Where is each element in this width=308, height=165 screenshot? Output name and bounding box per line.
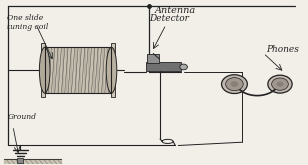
Ellipse shape — [221, 75, 247, 94]
Text: Detector: Detector — [149, 14, 189, 23]
Ellipse shape — [180, 64, 187, 70]
Ellipse shape — [272, 78, 288, 90]
Bar — [45, 47, 111, 93]
Bar — [111, 43, 115, 97]
Bar — [17, 158, 23, 163]
Text: Antenna: Antenna — [155, 6, 196, 15]
Ellipse shape — [226, 78, 243, 91]
Bar — [147, 54, 159, 63]
Ellipse shape — [39, 47, 50, 93]
Text: Phones: Phones — [266, 45, 299, 54]
Text: Ground: Ground — [8, 113, 37, 121]
Ellipse shape — [268, 75, 292, 93]
Ellipse shape — [231, 81, 238, 87]
Bar — [146, 63, 180, 71]
Bar — [45, 47, 111, 93]
Ellipse shape — [277, 82, 283, 87]
Polygon shape — [4, 159, 61, 165]
Text: One slide
tuning coil: One slide tuning coil — [7, 14, 48, 31]
Ellipse shape — [106, 47, 117, 93]
Bar — [41, 43, 45, 97]
